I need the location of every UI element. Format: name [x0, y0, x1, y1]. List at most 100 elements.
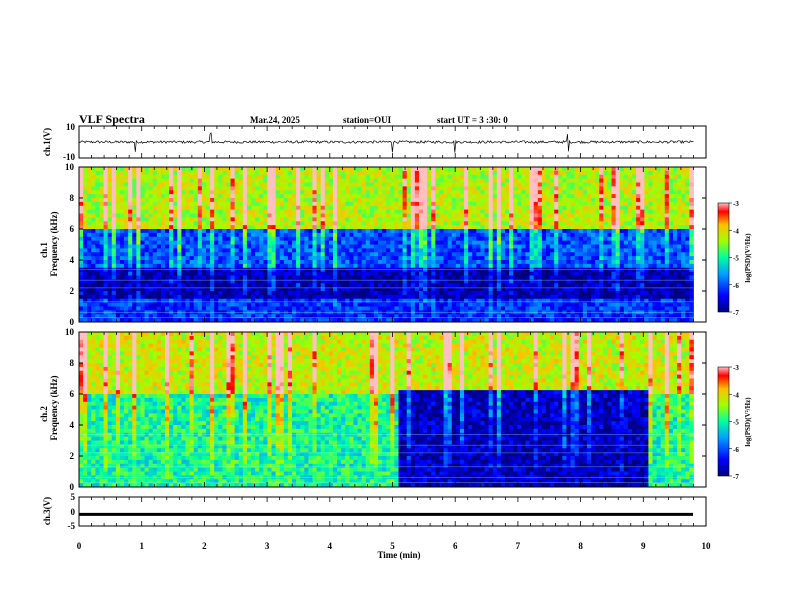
spectrogram-cell: [152, 229, 158, 234]
spectrogram-cell: [99, 174, 104, 180]
spectrogram-cell: [447, 314, 453, 319]
spectrogram-cell: [111, 240, 117, 245]
spectrogram-cell: [128, 194, 133, 199]
spectrogram-cell: [529, 306, 535, 311]
spectrogram-cell: [488, 279, 494, 284]
spectrogram-cell: [189, 275, 195, 280]
spectrogram-cell: [136, 283, 141, 288]
spectrogram-cell: [79, 302, 84, 307]
spectrogram-cell: [87, 174, 92, 180]
spectrogram-cell: [447, 291, 453, 296]
spectrogram-cell: [476, 298, 481, 304]
spectrogram-cell: [439, 167, 444, 172]
spectrogram-cell: [459, 178, 465, 183]
spectrogram-cell: [353, 170, 358, 176]
spectrogram-cell: [431, 260, 436, 265]
spectrogram-cell: [226, 213, 231, 218]
spectrogram-cell: [251, 248, 256, 253]
spectrogram-cell: [279, 221, 285, 226]
spectrogram-cell: [165, 221, 170, 226]
spectrogram-cell: [419, 170, 424, 176]
spectrogram-cell: [386, 182, 391, 187]
spectrogram-cell: [537, 201, 543, 207]
spectrogram-cell: [242, 198, 248, 203]
spectrogram-cell: [472, 201, 477, 207]
spectrogram-cell: [328, 213, 334, 218]
spectrogram-cell: [566, 170, 571, 176]
spectrogram-cell: [201, 291, 207, 296]
spectrogram-cell: [275, 283, 281, 288]
spectrogram-cell: [513, 279, 518, 284]
spectrogram-cell: [136, 201, 141, 207]
spectrogram-cell: [279, 213, 285, 218]
spectrogram-cell: [173, 252, 178, 257]
spectrogram-cell: [582, 287, 588, 292]
spectrogram-cell: [521, 298, 526, 304]
spectrogram-cell: [447, 225, 453, 230]
spectrogram-cell: [439, 275, 444, 280]
spectrogram-cell: [91, 182, 96, 187]
spectrogram-cell: [517, 314, 522, 319]
spectrogram-cell: [472, 178, 477, 183]
spectrogram-cell: [251, 283, 256, 288]
spectrogram-cell: [525, 198, 531, 203]
spectrogram-cell: [189, 182, 195, 187]
spectrogram-cell: [218, 201, 223, 207]
spectrogram-cell: [361, 229, 367, 234]
spectrogram-cell: [562, 294, 567, 300]
spectrogram-cell: [341, 302, 346, 307]
spectrogram-cell: [427, 217, 432, 222]
spectrogram-cell: [566, 314, 571, 319]
spectrogram-cell: [541, 302, 547, 307]
spectrogram-cell: [119, 318, 125, 323]
spectrogram-cell: [124, 225, 129, 230]
spectrogram-cell: [550, 209, 555, 214]
spectrogram-cell: [435, 221, 440, 226]
spectrogram-cell: [394, 229, 399, 234]
spectrogram-cell: [578, 182, 584, 187]
spectrogram-cell: [103, 198, 109, 203]
spectrogram-cell: [406, 170, 412, 176]
spectrogram-cell: [197, 271, 203, 276]
spectrogram-cell: [136, 182, 141, 187]
spectrogram-cell: [103, 294, 109, 300]
spectrogram-cell: [472, 182, 477, 187]
spectrogram-cell: [382, 294, 387, 300]
spectrogram-cell: [496, 302, 502, 307]
spectrogram-cell: [320, 229, 326, 234]
spectrogram-cell: [419, 267, 424, 273]
spectrogram-cell: [373, 209, 379, 214]
spectrogram-cell: [95, 198, 100, 203]
spectrogram-cell: [246, 283, 252, 288]
spectrogram-cell: [480, 318, 485, 323]
spectrogram-cell: [361, 174, 367, 180]
spectrogram-cell: [79, 194, 84, 199]
spectrogram-cell: [431, 236, 436, 242]
spectrogram-cell: [185, 236, 191, 242]
spectrogram-cell: [332, 201, 338, 207]
spectrogram-cell: [459, 167, 465, 172]
spectrogram-cell: [509, 306, 514, 311]
spectrogram-cell: [115, 236, 121, 242]
spectrogram-cell: [505, 314, 510, 319]
spectrogram-cell: [107, 213, 113, 218]
spectrogram-cell: [132, 205, 137, 211]
spectrogram-cell: [205, 256, 211, 261]
spectrogram-cell: [394, 209, 399, 214]
spectrogram-cell: [578, 314, 584, 319]
spectrogram-cell: [300, 213, 305, 218]
spectrogram-cell: [246, 240, 252, 245]
spectrogram-cell: [255, 225, 260, 230]
spectrogram-cell: [259, 271, 264, 276]
spectrogram-cell: [533, 201, 539, 207]
spectrogram-cell: [406, 174, 412, 180]
spectrogram-cell: [132, 287, 137, 292]
spectrogram-cell: [484, 186, 490, 191]
spectrogram-cell: [500, 170, 506, 176]
spectrogram-cell: [165, 225, 170, 230]
spectrogram-cell: [165, 256, 170, 261]
spectrogram-cell: [414, 279, 420, 284]
spectrogram-cell: [205, 298, 211, 304]
spectrogram-cell: [128, 170, 133, 176]
spectrogram-cell: [562, 217, 567, 222]
